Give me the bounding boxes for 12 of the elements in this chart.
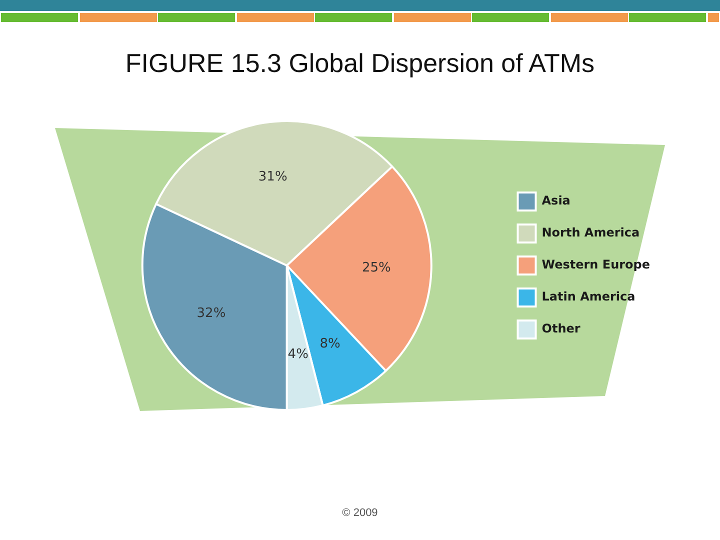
data-label: 31% bbox=[258, 169, 288, 184]
legend-label: North America bbox=[542, 226, 640, 240]
text: © 2009 bbox=[341, 507, 379, 519]
legend-label: Latin America bbox=[542, 290, 636, 304]
legend-label: Western Europe bbox=[542, 258, 650, 272]
data-label: 8% bbox=[320, 336, 340, 352]
data-label: 25% bbox=[362, 260, 391, 276]
legend-label: Asia bbox=[542, 194, 570, 208]
legend-label: Other bbox=[542, 322, 580, 336]
chart-title: FIGURE 15.3 Global Dispersion of ATMs bbox=[124, 48, 596, 79]
data-label: 32% bbox=[196, 306, 226, 321]
data-label: 4% bbox=[288, 346, 308, 362]
